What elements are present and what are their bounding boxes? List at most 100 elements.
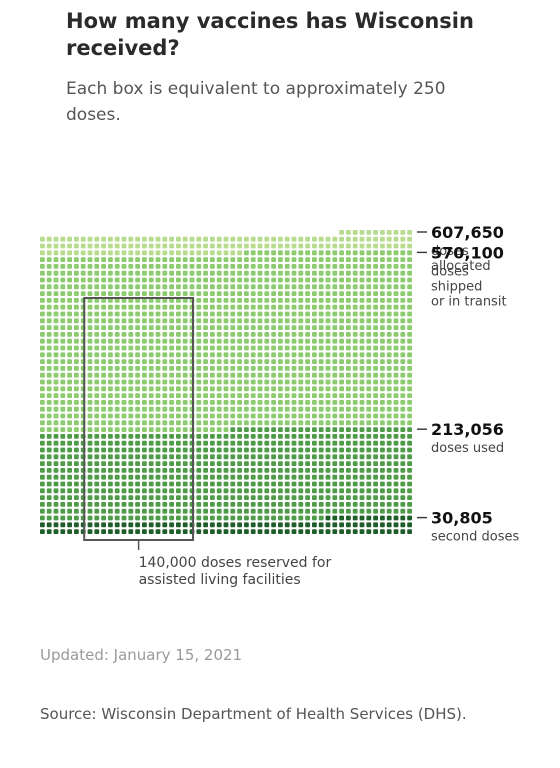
waffle-box	[284, 447, 290, 453]
waffle-box	[128, 338, 134, 344]
waffle-box	[373, 400, 378, 405]
waffle-box	[386, 291, 392, 296]
waffle-box	[203, 481, 208, 487]
waffle-box	[216, 434, 222, 439]
waffle-box	[196, 400, 202, 405]
waffle-box	[373, 434, 378, 439]
waffle-box	[400, 413, 406, 419]
waffle-box	[148, 386, 154, 392]
waffle-box	[346, 440, 351, 446]
waffle-box	[271, 427, 276, 432]
waffle-box	[155, 338, 161, 344]
waffle-box	[80, 257, 86, 262]
waffle-box	[407, 434, 412, 439]
waffle-box	[257, 393, 263, 398]
waffle-box	[373, 243, 378, 249]
waffle-box	[366, 298, 372, 303]
waffle-box	[189, 250, 195, 256]
waffle-box	[53, 461, 59, 466]
waffle-box	[40, 481, 45, 487]
waffle-box	[135, 304, 140, 310]
waffle-box	[53, 529, 59, 534]
waffle-box	[155, 366, 161, 371]
waffle-box	[332, 291, 338, 296]
waffle-box	[142, 481, 147, 487]
waffle-box	[291, 400, 297, 405]
waffle-box	[380, 298, 385, 303]
waffle-box	[155, 529, 161, 534]
waffle-box	[244, 264, 249, 269]
waffle-box	[135, 481, 140, 487]
waffle-box	[74, 393, 79, 398]
waffle-box	[284, 379, 290, 385]
waffle-box	[257, 318, 263, 324]
waffle-box	[74, 277, 79, 283]
waffle-box	[366, 522, 372, 528]
waffle-box	[142, 434, 147, 439]
waffle-box	[155, 257, 161, 262]
waffle-box	[312, 304, 317, 310]
waffle-box	[135, 257, 140, 262]
waffle-box	[46, 522, 52, 528]
waffle-box	[155, 488, 161, 494]
waffle-box	[393, 230, 399, 235]
waffle-box	[114, 359, 120, 364]
waffle-box	[366, 468, 372, 473]
waffle-box	[407, 413, 412, 419]
waffle-box	[67, 270, 72, 276]
waffle-box	[74, 236, 79, 242]
waffle-box	[162, 325, 168, 330]
waffle-box	[264, 366, 270, 371]
waffle-box	[67, 495, 72, 500]
waffle-box	[182, 250, 188, 256]
waffle-box	[325, 522, 331, 528]
waffle-box	[339, 311, 344, 317]
waffle-box	[223, 502, 229, 507]
waffle-box	[60, 359, 66, 364]
waffle-box	[332, 454, 338, 460]
waffle-box	[148, 332, 154, 337]
waffle-box	[60, 386, 66, 392]
waffle-box	[67, 488, 72, 494]
waffle-box	[101, 284, 106, 290]
waffle-box	[128, 488, 134, 494]
waffle-box	[135, 434, 140, 439]
waffle-box	[148, 427, 154, 432]
waffle-box	[332, 318, 338, 324]
waffle-box	[237, 495, 242, 500]
waffle-box	[216, 325, 222, 330]
waffle-box	[312, 257, 317, 262]
waffle-box	[278, 474, 283, 480]
waffle-box	[230, 400, 236, 405]
waffle-box	[108, 495, 113, 500]
waffle-box	[148, 318, 154, 324]
source-note: Source: Wisconsin Department of Health S…	[40, 705, 467, 723]
waffle-box	[196, 270, 202, 276]
waffle-box	[339, 243, 344, 249]
waffle-box	[332, 434, 338, 439]
waffle-box	[339, 366, 344, 371]
waffle-box	[271, 481, 276, 487]
waffle-box	[182, 332, 188, 337]
waffle-box	[223, 236, 229, 242]
waffle-box	[339, 277, 344, 283]
waffle-box	[325, 386, 331, 392]
waffle-box	[257, 304, 263, 310]
waffle-box	[135, 447, 140, 453]
waffle-box	[332, 236, 338, 242]
waffle-box	[298, 379, 304, 385]
waffle-box	[393, 454, 399, 460]
waffle-box	[87, 502, 93, 507]
waffle-box	[284, 474, 290, 480]
waffle-box	[40, 515, 45, 521]
waffle-box	[60, 393, 66, 398]
waffle-box	[312, 529, 317, 534]
waffle-box	[359, 400, 365, 405]
waffle-box	[108, 379, 113, 385]
waffle-box	[393, 406, 399, 412]
waffle-box	[53, 250, 59, 256]
waffle-box	[142, 298, 147, 303]
waffle-box	[250, 250, 256, 256]
waffle-box	[400, 257, 406, 262]
waffle-box	[305, 264, 310, 269]
